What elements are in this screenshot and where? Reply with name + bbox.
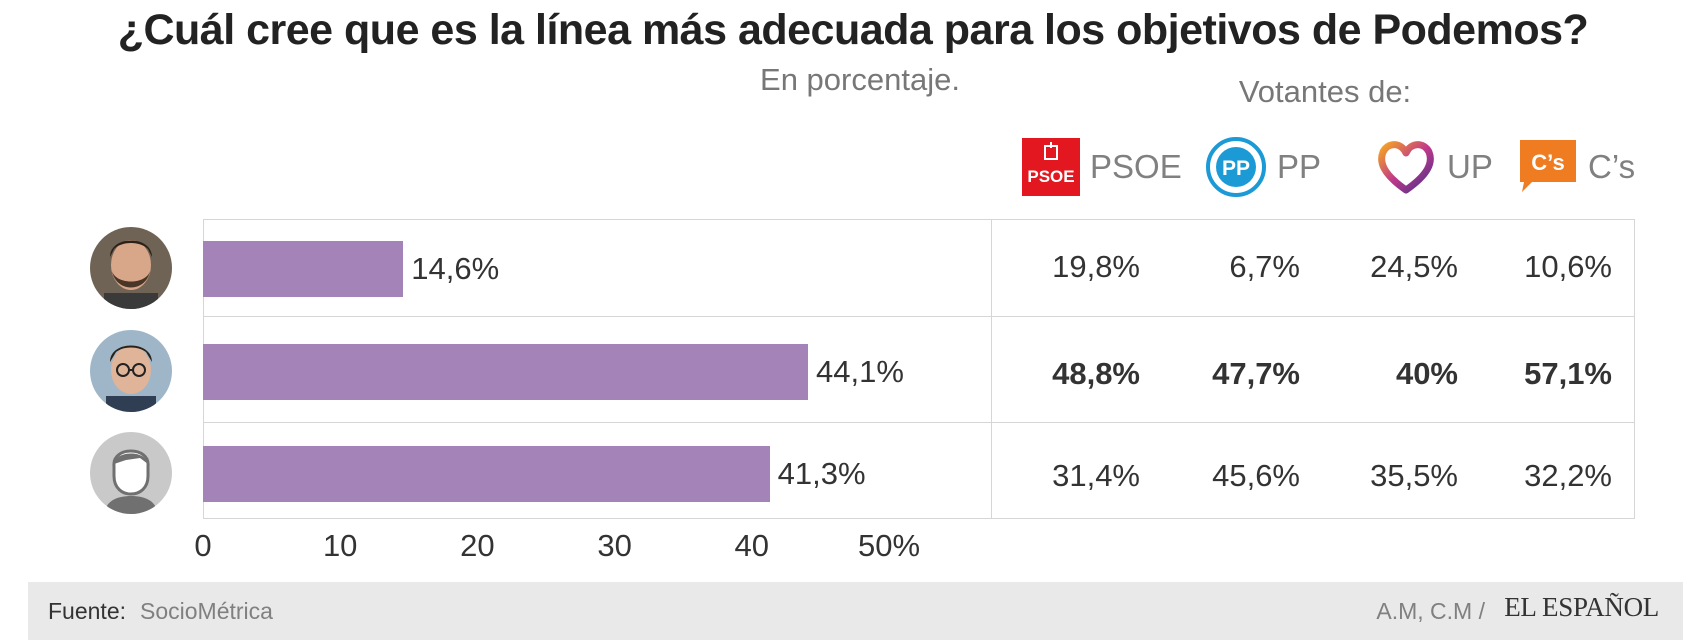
psoe-logo-text: PSOE xyxy=(1027,167,1074,186)
inigo-errejon-avatar xyxy=(90,330,172,412)
cs-logo-icon: C’s xyxy=(1520,140,1576,192)
source-value: SocioMétrica xyxy=(140,598,273,624)
table-cell-pp: 47,7% xyxy=(1212,356,1300,391)
table-cell-up: 40% xyxy=(1395,356,1458,391)
cs-logo-text: C’s xyxy=(1531,150,1564,175)
table-cell-psoe: 19,8% xyxy=(1052,249,1140,284)
table-cell-psoe: 31,4% xyxy=(1052,458,1140,493)
bar-row-3 xyxy=(203,446,770,502)
table-cell-pp: 45,6% xyxy=(1212,458,1300,493)
party-header-up: UP xyxy=(1375,132,1493,202)
x-tick-label: 30 xyxy=(597,528,632,563)
x-tick-label: 10 xyxy=(322,528,358,563)
party-header-cs: C’s C’s xyxy=(1518,132,1635,202)
party-header-pp: PP PP xyxy=(1205,132,1321,202)
row-divider xyxy=(203,422,1635,423)
party-header-psoe: PSOE PSOE xyxy=(1022,132,1182,202)
pp-logo-icon: PP xyxy=(1206,137,1266,197)
bar-row-1 xyxy=(203,241,404,297)
party-name-cs: C’s xyxy=(1588,148,1636,185)
x-tick-label: 0 xyxy=(194,528,212,563)
chart-title: ¿Cuál cree que es la línea más adecuada … xyxy=(117,6,1589,54)
bar-value-label: 41,3% xyxy=(777,456,866,491)
column-divider xyxy=(991,219,992,519)
bar-value-label: 14,6% xyxy=(411,251,500,286)
up-heart-logo-icon xyxy=(1378,141,1434,194)
x-tick-label: 20 xyxy=(460,528,495,563)
brand-logo: EL ESPAÑOL xyxy=(1504,592,1659,622)
bar-row-2 xyxy=(203,344,809,400)
table-cell-up: 35,5% xyxy=(1370,458,1458,493)
footer-bar: Fuente: SocioMétrica A.M, C.M / EL ESPAÑ… xyxy=(28,582,1683,640)
x-tick-label: 50% xyxy=(857,528,921,563)
source-label: Fuente: xyxy=(48,598,126,624)
party-name-psoe: PSOE xyxy=(1090,148,1182,185)
generic-person-avatar xyxy=(90,432,172,514)
psoe-logo-icon: PSOE xyxy=(1022,138,1080,196)
table-cell-up: 24,5% xyxy=(1370,249,1458,284)
table-cell-pp: 6,7% xyxy=(1229,249,1300,284)
pablo-iglesias-avatar xyxy=(90,227,172,309)
bar-value-label: 44,1% xyxy=(816,354,904,389)
author-credit: A.M, C.M / xyxy=(1376,598,1485,624)
table-cell-cs: 32,2% xyxy=(1524,458,1612,493)
row-divider xyxy=(203,316,1635,317)
table-cell-psoe: 48,8% xyxy=(1052,356,1140,391)
voters-label: Votantes de: xyxy=(1238,74,1412,109)
party-name-pp: PP xyxy=(1277,148,1322,185)
table-cell-cs: 57,1% xyxy=(1524,356,1612,391)
table-cell-cs: 10,6% xyxy=(1524,249,1612,284)
chart-subtitle: En porcentaje. xyxy=(760,62,960,97)
x-tick-label: 40 xyxy=(734,528,770,563)
pp-logo-text: PP xyxy=(1222,157,1250,180)
party-name-up: UP xyxy=(1447,148,1493,185)
